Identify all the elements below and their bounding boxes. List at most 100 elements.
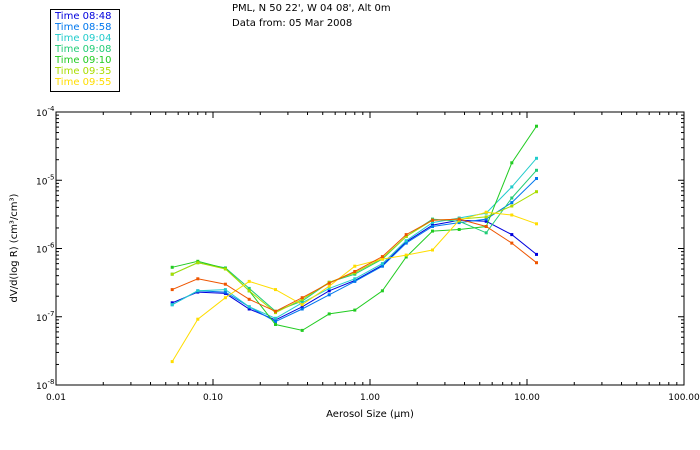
series-line-4	[172, 125, 537, 331]
data-point	[380, 262, 384, 266]
x-tick-label: 0.01	[46, 393, 66, 403]
data-point	[300, 301, 304, 305]
data-point	[510, 213, 514, 217]
data-point	[327, 281, 331, 285]
data-point	[510, 196, 514, 200]
data-point	[170, 303, 174, 307]
data-point	[300, 303, 304, 307]
data-point	[404, 255, 408, 259]
x-axis-label: Aerosol Size (µm)	[326, 409, 414, 420]
data-point	[404, 253, 408, 257]
data-point	[404, 235, 408, 238]
data-point	[484, 231, 488, 235]
data-point	[535, 168, 538, 172]
data-point	[300, 296, 304, 300]
data-point	[404, 241, 408, 245]
data-point	[274, 316, 277, 320]
data-point	[247, 289, 251, 293]
y-tick-label: 10-4	[36, 105, 55, 119]
data-point	[510, 161, 514, 165]
data-point	[535, 177, 538, 180]
x-tick-label: 0.10	[203, 393, 223, 403]
data-point	[353, 270, 357, 273]
data-point	[380, 257, 384, 261]
data-point	[196, 317, 200, 321]
legend-entry-0858: Time 08:58	[55, 22, 112, 33]
legend-entry-0910: Time 09:10	[55, 55, 112, 66]
legend-entry-0955: Time 09:55	[55, 77, 112, 88]
series-group	[170, 124, 538, 364]
x-tick-label: 1.00	[360, 393, 380, 403]
data-point	[380, 264, 384, 268]
data-point	[431, 221, 434, 225]
legend-entry-0935: Time 09:35	[55, 66, 112, 77]
data-point	[170, 301, 174, 305]
y-axis-label: dV/d(log R) (cm³/cm³)	[9, 193, 20, 302]
tick-labels: 0.01 0.10 1.00 10.00 100.00 10-8 10-7 10-6 10-5 1…	[36, 105, 700, 403]
data-point	[223, 282, 227, 286]
data-point	[510, 185, 514, 189]
data-point	[431, 218, 434, 222]
data-point	[274, 320, 277, 324]
y-tick-label: 10-7	[36, 310, 54, 324]
data-point	[484, 215, 488, 219]
x-tick-label: 10.00	[514, 393, 540, 403]
data-point	[170, 272, 174, 276]
data-point	[223, 296, 227, 300]
data-point	[431, 229, 434, 233]
data-point	[535, 252, 538, 256]
data-point	[300, 305, 304, 309]
data-point	[510, 201, 514, 205]
data-point	[170, 288, 174, 292]
data-point	[223, 288, 227, 292]
data-point	[170, 360, 174, 364]
data-point	[274, 309, 277, 313]
data-point	[223, 267, 227, 271]
data-point	[510, 204, 514, 208]
data-point	[327, 289, 331, 293]
data-point	[223, 290, 227, 294]
data-point	[327, 312, 331, 316]
data-point	[274, 323, 277, 326]
data-point	[457, 228, 461, 231]
data-point	[247, 279, 251, 283]
data-point	[404, 233, 408, 237]
data-point	[535, 190, 538, 194]
data-point	[510, 241, 514, 245]
data-point	[274, 288, 277, 292]
data-point	[300, 307, 304, 311]
y-tick-label: 10-5	[36, 173, 54, 187]
legend: Time 08:48 Time 08:58 Time 09:04 Time 09…	[50, 9, 120, 92]
data-point	[353, 264, 357, 268]
data-point	[535, 156, 538, 160]
data-point	[510, 233, 514, 237]
data-point	[353, 308, 357, 312]
data-point	[327, 286, 331, 290]
data-point	[380, 289, 384, 293]
data-point	[484, 225, 488, 228]
data-point	[484, 219, 488, 223]
data-point	[484, 210, 488, 214]
data-point	[196, 277, 200, 281]
y-tick-label: 10-6	[36, 242, 55, 256]
data-point	[247, 286, 251, 290]
data-point	[484, 217, 488, 221]
data-point	[247, 297, 251, 301]
legend-entry-0908: Time 09:08	[55, 44, 112, 55]
data-point	[300, 297, 304, 301]
data-point	[247, 305, 251, 309]
series-line-1	[171, 178, 537, 323]
data-point	[353, 277, 357, 281]
data-point	[196, 261, 200, 265]
data-point	[300, 299, 304, 303]
data-point	[457, 217, 461, 221]
series-line-6	[171, 211, 537, 362]
legend-entry-0904: Time 09:04	[55, 33, 112, 44]
data-point	[274, 318, 277, 322]
x-tick-label: 100.00	[668, 393, 700, 403]
data-point	[431, 225, 434, 228]
legend-entry-0848: Time 08:48	[55, 11, 112, 22]
chart-title: PML, N 50 22', W 04 08', Alt 0m	[232, 3, 391, 14]
chart-subtitle: Data from: 05 Mar 2008	[232, 18, 353, 29]
